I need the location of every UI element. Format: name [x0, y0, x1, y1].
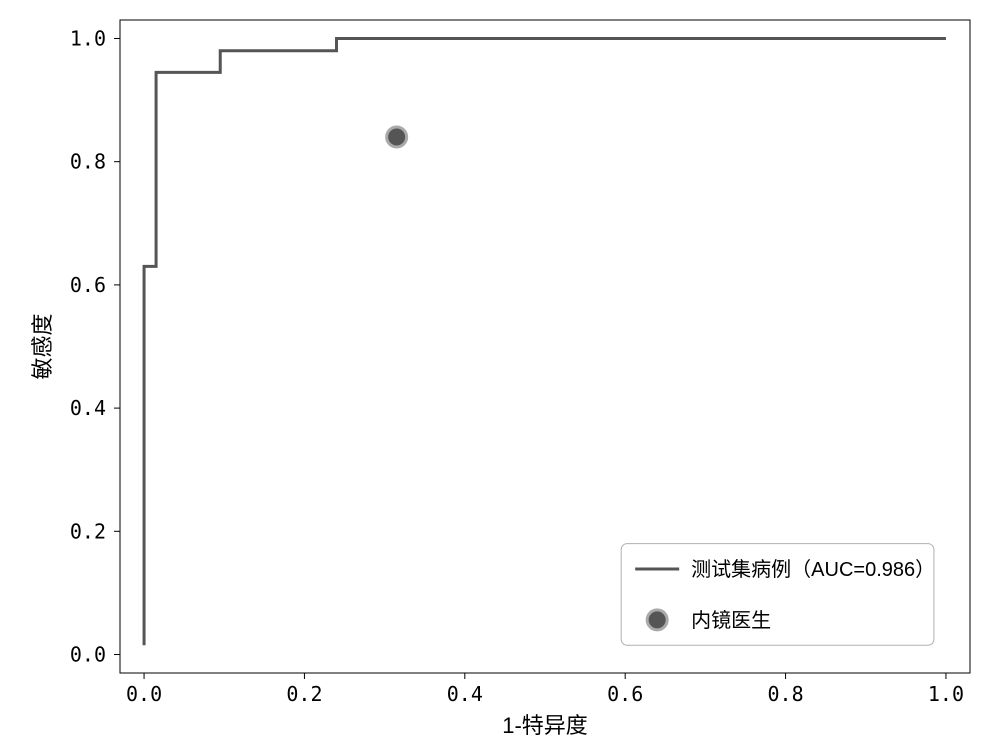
y-tick-label: 0.6: [70, 273, 106, 297]
legend-item-label: 测试集病例（AUC=0.986）: [691, 558, 935, 581]
x-tick-label: 0.8: [768, 682, 804, 706]
y-axis-label: 敏感度: [30, 313, 55, 379]
y-tick-label: 0.2: [70, 519, 106, 543]
x-axis-label: 1-特异度: [502, 713, 588, 738]
y-tick-label: 1.0: [70, 26, 106, 50]
legend-item-label: 内镜医生: [691, 609, 771, 632]
legend-marker-swatch: [647, 610, 667, 630]
roc-chart: 0.0 0.2 0.4 0.6 0.8 1.0 0.0 0.2 0.4 0.6 0.8 1.0 1-特异…: [0, 0, 1000, 753]
y-tick-label: 0.8: [70, 150, 106, 174]
endoscopist-point: [387, 127, 407, 147]
x-tick-label: 0.0: [126, 682, 162, 706]
y-tick-label: 0.4: [70, 396, 106, 420]
chart-svg: 0.0 0.2 0.4 0.6 0.8 1.0 0.0 0.2 0.4 0.6 0.8 1.0 1-特异…: [0, 0, 1000, 753]
x-tick-label: 0.2: [286, 682, 322, 706]
y-tick-label: 0.0: [70, 643, 106, 667]
x-tick-label: 0.4: [447, 682, 483, 706]
x-tick-label: 1.0: [928, 682, 964, 706]
x-tick-label: 0.6: [607, 682, 643, 706]
